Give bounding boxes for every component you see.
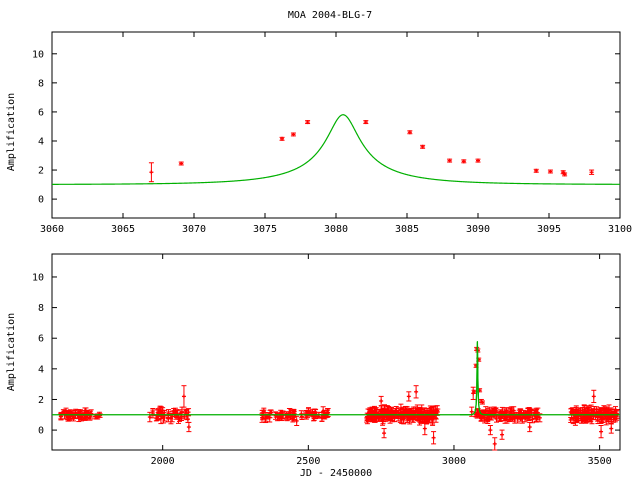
data-point	[583, 417, 589, 423]
data-point	[279, 136, 285, 141]
y-tick-label: 2	[38, 395, 44, 406]
data-point	[290, 132, 296, 137]
y-tick-label: 8	[38, 303, 44, 314]
data-point	[364, 417, 370, 423]
data-point	[595, 415, 601, 425]
data-point	[407, 130, 413, 135]
data-point	[591, 389, 597, 404]
x-tick-label: 3100	[608, 224, 632, 235]
zoom-y-axis-label: Amplification	[6, 93, 17, 171]
data-point	[562, 172, 568, 177]
data-point	[502, 411, 508, 422]
y-tick-label: 0	[38, 195, 44, 206]
y-tick-label: 6	[38, 107, 44, 118]
full-x-axis-label: JD - 2450000	[300, 468, 372, 479]
data-point	[518, 416, 524, 422]
data-point	[322, 415, 328, 420]
x-tick-label: 3085	[395, 224, 419, 235]
full-plot-frame	[51, 253, 621, 451]
data-point	[83, 407, 89, 418]
data-point	[181, 385, 187, 408]
x-tick-label: 3080	[324, 224, 348, 235]
y-tick-label: 4	[38, 136, 44, 147]
x-tick-label: 2500	[296, 456, 320, 467]
x-tick-label: 3065	[111, 224, 135, 235]
data-point	[150, 409, 156, 419]
data-point	[420, 144, 426, 149]
x-tick-label: 3090	[466, 224, 490, 235]
full-ticks: 2000 2500 3000 3500 0 2 4 6 8 10	[32, 254, 620, 467]
data-point	[586, 406, 592, 418]
data-point	[533, 168, 539, 173]
data-point	[422, 421, 428, 436]
y-tick-label: 10	[32, 272, 44, 283]
data-point	[395, 410, 401, 422]
zoom-panel: Amplification 3060 3065 3070 3075 3080 3085 30…	[6, 31, 632, 235]
y-tick-label: 4	[38, 364, 44, 375]
zoom-plot-frame	[51, 31, 621, 219]
data-point	[431, 431, 437, 445]
data-point	[378, 395, 384, 407]
data-point	[363, 120, 369, 125]
data-point	[148, 162, 154, 183]
data-point	[381, 428, 387, 439]
y-tick-label: 10	[32, 49, 44, 60]
y-tick-label: 6	[38, 334, 44, 345]
data-point	[492, 437, 498, 451]
x-tick-label: 3075	[253, 224, 277, 235]
data-point	[369, 406, 375, 414]
data-point	[570, 407, 576, 415]
x-tick-label: 3060	[40, 224, 64, 235]
data-point	[305, 120, 311, 125]
y-tick-label: 2	[38, 166, 44, 177]
model-curve	[52, 342, 620, 416]
data-point	[171, 410, 177, 418]
data-point	[400, 415, 406, 421]
x-tick-label: 3500	[588, 456, 612, 467]
data-point	[487, 425, 493, 436]
data-point	[378, 410, 384, 422]
y-tick-label: 8	[38, 78, 44, 89]
data-point	[429, 412, 435, 419]
data-point	[413, 385, 419, 399]
data-point	[547, 169, 553, 174]
data-point	[406, 391, 412, 402]
y-tick-label: 0	[38, 426, 44, 437]
x-tick-label: 3070	[182, 224, 206, 235]
data-point	[513, 411, 519, 420]
data-point	[294, 415, 300, 426]
data-point	[461, 159, 467, 164]
x-tick-label: 2000	[151, 456, 175, 467]
data-point	[589, 169, 595, 175]
data-point	[579, 413, 585, 424]
model-curve	[52, 114, 620, 185]
zoom-data-points	[52, 114, 620, 185]
data-point	[612, 415, 618, 423]
data-point	[608, 423, 614, 434]
full-y-axis-label: Amplification	[6, 313, 17, 391]
data-point	[471, 389, 477, 394]
data-point	[447, 158, 453, 163]
data-point	[602, 406, 608, 414]
data-point	[527, 421, 533, 433]
data-point	[480, 400, 486, 405]
full-panel: Amplification JD - 2450000 2000 2500 3000 3…	[6, 253, 621, 479]
chart-title: MOA 2004-BLG-7	[288, 10, 372, 21]
x-tick-label: 3095	[537, 224, 561, 235]
data-point	[488, 410, 494, 415]
data-point	[598, 425, 604, 439]
data-point	[381, 411, 387, 423]
data-point	[178, 161, 184, 166]
full-data-points	[52, 341, 620, 451]
data-point	[475, 158, 481, 163]
data-point	[491, 408, 497, 419]
data-point	[499, 429, 505, 440]
data-point	[186, 421, 192, 433]
data-point	[424, 407, 430, 419]
zoom-ticks: 3060 3065 3070 3075 3080 3085 3090 3095 3100 0 2 4 6…	[32, 32, 632, 235]
data-point	[568, 416, 574, 423]
x-tick-label: 3000	[442, 456, 466, 467]
